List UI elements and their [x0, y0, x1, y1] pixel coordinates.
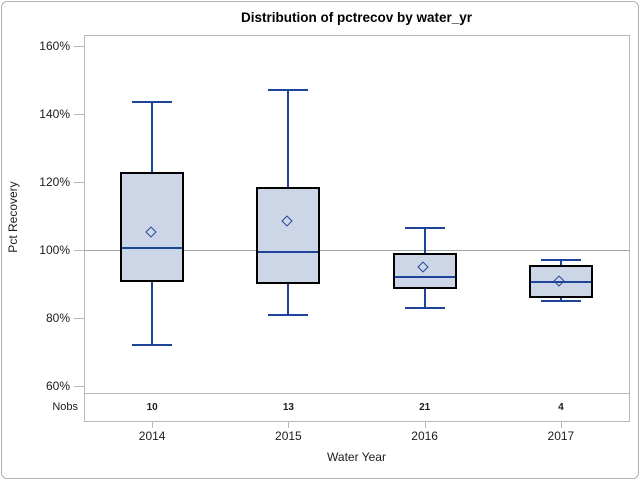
y-tick-mark — [74, 114, 84, 115]
median-line — [258, 250, 319, 253]
whisker-upper-stem — [423, 227, 426, 254]
whisker-upper-stem — [287, 90, 290, 188]
x-axis-title: Water Year — [327, 450, 386, 464]
whisker-upper-stem — [559, 260, 562, 266]
chart-title: Distribution of pctrecov by water_yr — [240, 10, 473, 25]
whisker-upper-cap — [404, 226, 445, 229]
reference-line-100pct — [85, 250, 629, 251]
x-tick-label: 2016 — [411, 429, 438, 443]
whisker-upper-cap — [132, 101, 173, 104]
y-tick-label: 80% — [45, 310, 70, 325]
y-tick-mark — [74, 46, 84, 47]
x-tick-label: 2014 — [138, 429, 166, 443]
whisker-lower-cap — [540, 300, 581, 302]
median-line — [122, 247, 183, 250]
whisker-lower-stem — [287, 284, 290, 315]
y-tick-mark — [74, 386, 84, 387]
nobs-value: 21 — [419, 402, 431, 413]
whisker-upper-cap — [268, 89, 309, 92]
iqr-box — [392, 253, 457, 290]
y-tick-label: 120% — [39, 174, 70, 189]
whisker-lower-stem — [151, 282, 154, 346]
median-line — [530, 281, 591, 284]
y-tick-label: 100% — [39, 242, 70, 257]
whisker-lower-cap — [404, 306, 445, 309]
y-tick-mark — [74, 182, 84, 183]
y-tick-mark — [74, 250, 84, 251]
y-tick-label: 140% — [39, 106, 70, 121]
x-tick-mark — [288, 422, 290, 428]
x-tick-mark — [424, 422, 426, 428]
x-tick-label: 2017 — [547, 429, 575, 443]
whisker-upper-cap — [540, 259, 581, 262]
whisker-lower-stem — [559, 297, 562, 301]
y-tick-mark — [74, 318, 84, 319]
y-tick-label: 160% — [39, 38, 70, 53]
median-line — [394, 276, 455, 279]
y-tick-label: 60% — [45, 378, 70, 393]
nobs-value: 10 — [146, 402, 158, 413]
whisker-lower-stem — [423, 289, 426, 308]
whisker-lower-cap — [268, 313, 309, 316]
whisker-lower-cap — [132, 344, 173, 347]
nobs-band-separator — [84, 393, 630, 394]
iqr-box — [120, 171, 185, 283]
iqr-box — [256, 187, 321, 284]
whisker-upper-stem — [151, 102, 154, 172]
plot-area-frame — [84, 35, 630, 422]
x-tick-mark — [152, 422, 154, 428]
nobs-value: 4 — [558, 402, 564, 413]
nobs-row-label: Nobs — [52, 401, 78, 413]
x-tick-label: 2015 — [275, 429, 302, 443]
x-tick-mark — [560, 422, 562, 428]
nobs-value: 13 — [282, 402, 294, 413]
